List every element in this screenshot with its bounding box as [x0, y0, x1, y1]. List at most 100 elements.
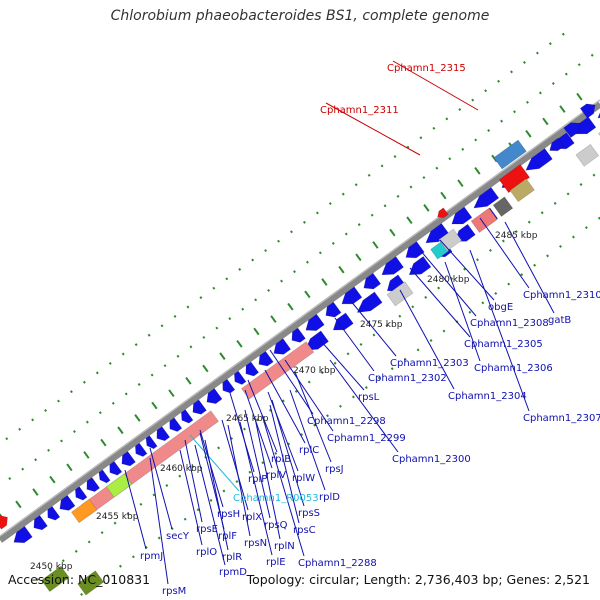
gene-arrow	[33, 515, 48, 531]
gene-arrow	[222, 378, 236, 394]
gene-label: rplF	[218, 531, 237, 542]
gene-shape	[381, 256, 404, 276]
leader-line	[149, 457, 169, 585]
gene-shape	[121, 451, 136, 467]
gene-shape	[273, 338, 292, 355]
kbp-tick	[576, 92, 583, 101]
gene-arrow	[341, 286, 363, 305]
feature-box-olive	[509, 178, 535, 203]
gene-labels: Cphamn1_2315 Cphamn1_2311 Cphamn1_2310 obgE…	[140, 63, 600, 597]
gene-shape	[192, 399, 207, 415]
kbp-label: 2465 kbp	[226, 414, 269, 424]
gene-label: Cphamn1_2303	[390, 358, 469, 369]
gene-arrow	[473, 187, 500, 209]
gene-label: rpsH	[217, 509, 240, 520]
gene-label: gatB	[548, 315, 571, 326]
gene-label: Cphamn1_2307	[523, 413, 600, 424]
gene-arrow	[47, 506, 61, 521]
gene-arrow	[75, 486, 88, 501]
gene-shape	[75, 486, 88, 501]
gene-arrow	[381, 256, 404, 276]
leader-line	[329, 359, 399, 453]
leader-line	[184, 439, 203, 523]
gene-label: rpsM	[162, 586, 186, 597]
gene-arrow	[451, 206, 473, 225]
leader-line	[179, 449, 203, 546]
gene-shape	[437, 207, 449, 218]
gene-arrow	[454, 223, 476, 242]
gene-shape	[525, 148, 553, 171]
gene-label: Cphamn1_2311	[320, 105, 399, 116]
kbp-label: 2480 kbp	[427, 275, 470, 285]
leader-line	[469, 249, 530, 412]
gene-arrow	[332, 312, 354, 331]
kbp-tick	[236, 339, 243, 348]
feature-box	[106, 473, 133, 498]
gene-shape	[245, 361, 260, 377]
kbp-tick	[66, 463, 73, 472]
leader-line	[149, 447, 173, 530]
gene-label: Cphamn1_R0053	[233, 493, 319, 504]
gene-shape	[33, 515, 48, 531]
kbp-tick	[457, 179, 464, 188]
kbp-tick	[406, 216, 413, 225]
kbp-tick	[355, 253, 362, 262]
kbp-tick	[219, 352, 226, 360]
gene-arrow	[549, 137, 565, 152]
gene-label: rplD	[319, 492, 340, 503]
feature-box-olive-green	[41, 565, 70, 593]
kbp-label: 2470 kbp	[293, 366, 336, 376]
kbp-tick	[559, 105, 566, 113]
gene-shape	[98, 469, 111, 484]
lime-feature	[106, 473, 133, 498]
gene-shape	[405, 241, 425, 259]
gene-arrow	[192, 399, 207, 415]
kbp-tick	[83, 451, 90, 459]
kbp-tick	[321, 278, 328, 286]
gene-label: Cphamn1_2305	[464, 339, 543, 350]
kbp-tick	[202, 364, 209, 373]
gene-shape	[13, 526, 33, 544]
gene-arrow	[169, 417, 183, 432]
gene-shape	[305, 313, 325, 331]
leader-line	[399, 289, 455, 390]
gene-label: rpsE	[196, 524, 218, 535]
gene-shape	[575, 116, 597, 135]
gene-arrow	[145, 435, 158, 450]
gene-shape	[325, 301, 342, 318]
gene-label: rpsJ	[325, 464, 344, 475]
gene-arrow	[305, 313, 325, 331]
gene-label: Cphamn1_2298	[307, 416, 386, 427]
gene-shape	[181, 409, 194, 424]
feature-box	[575, 143, 600, 167]
leader-line	[409, 267, 471, 338]
gene-label: rpsS	[298, 508, 320, 519]
gene-arrow	[405, 241, 425, 259]
leader-line	[221, 419, 249, 511]
gene-arrow	[206, 388, 223, 404]
gene-shape	[473, 187, 500, 209]
ribosomal-band	[241, 341, 315, 400]
leader-line	[267, 391, 299, 472]
leader-line	[264, 369, 306, 444]
gene-label: rplX	[242, 512, 262, 523]
feature-box	[470, 207, 498, 233]
gene-shape	[0, 515, 8, 530]
orange-feature	[71, 498, 98, 524]
gene-shape	[145, 435, 158, 450]
gene-arrow	[291, 327, 306, 343]
gene-arrow	[13, 526, 33, 544]
leader-line	[325, 102, 421, 156]
gene-label: rpmJ	[140, 551, 163, 562]
gene-label: Cphamn1_2300	[392, 454, 471, 465]
gene-label: Cphamn1_2299	[327, 433, 406, 444]
gene-label: rpsN	[244, 538, 267, 549]
feature-box-light	[575, 143, 600, 167]
gene-shape	[451, 206, 473, 225]
genome-map-title: Chlorobium phaeobacteroides BS1, complet…	[110, 8, 490, 24]
genome-backbone-axis	[0, 101, 600, 543]
kbp-tick	[372, 241, 379, 249]
gene-arrow	[579, 103, 596, 119]
kbp-tick	[134, 414, 141, 422]
gene-label: obgE	[488, 302, 513, 313]
